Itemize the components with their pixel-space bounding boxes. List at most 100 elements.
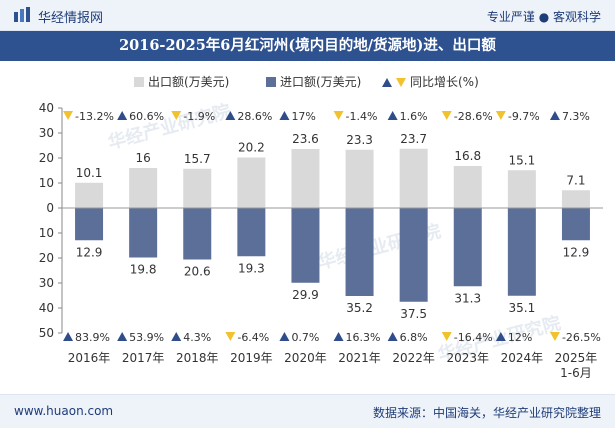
import-growth-up-icon-2 — [171, 332, 182, 341]
import-bar-9 — [561, 208, 590, 241]
legend-growth-up-icon — [382, 78, 392, 87]
y-tick-label-9: 50 — [39, 326, 54, 340]
legend-import-label: 进口额(万美元) — [280, 75, 361, 89]
y-tick-label-5: 10 — [39, 226, 54, 240]
export-value-label-7: 16.8 — [454, 149, 481, 163]
y-tick-label-7: 30 — [39, 276, 54, 290]
x-tick-label-4: 2020年 — [284, 351, 327, 365]
export-growth-label-5: -1.4% — [346, 110, 378, 123]
export-growth-label-4: 17% — [291, 110, 315, 123]
import-growth-label-4: 0.7% — [291, 331, 319, 344]
import-growth-label-1: 53.9% — [129, 331, 164, 344]
x-tick-label-8: 2024年 — [501, 351, 544, 365]
legend-export-label: 出口额(万美元) — [148, 75, 229, 89]
export-value-label-1: 16 — [136, 151, 151, 165]
x-tick-label-1: 2017年 — [122, 351, 165, 365]
legend-growth-label: 同比增长(%) — [410, 75, 479, 89]
import-growth-label-3: -6.4% — [237, 331, 269, 344]
import-growth-label-5: 16.3% — [346, 331, 381, 344]
export-value-label-5: 23.3 — [346, 133, 373, 147]
x-tick-label-0: 2016年 — [68, 351, 111, 365]
import-bar-2 — [183, 208, 212, 260]
x-tick-label-6: 2022年 — [392, 351, 435, 365]
export-growth-down-icon-0 — [63, 111, 74, 120]
import-value-label-1: 19.8 — [130, 263, 157, 277]
legend-import-swatch — [266, 77, 276, 87]
import-bar-5 — [345, 208, 374, 296]
legend-growth-down-icon — [396, 78, 406, 87]
import-growth-up-icon-1 — [117, 332, 128, 341]
export-bar-0 — [75, 182, 104, 208]
import-value-label-2: 20.6 — [184, 265, 211, 279]
footer-bar: www.huaon.com 数据来源：中国海关，华经产业研究院整理 — [0, 394, 615, 428]
import-bar-7 — [453, 208, 482, 287]
import-value-label-0: 12.9 — [76, 245, 103, 259]
import-growth-up-icon-5 — [333, 332, 344, 341]
x-tick-label-9: 2025年 — [555, 351, 598, 365]
export-growth-up-icon-4 — [279, 111, 290, 120]
export-growth-up-icon-1 — [117, 111, 128, 120]
import-bar-0 — [75, 208, 104, 241]
export-growth-label-6: 1.6% — [400, 110, 428, 123]
import-bar-6 — [399, 208, 428, 302]
import-growth-label-6: 6.8% — [400, 331, 428, 344]
import-growth-label-8: 12% — [508, 331, 532, 344]
import-bar-8 — [507, 208, 536, 296]
import-growth-up-icon-4 — [279, 332, 290, 341]
y-tick-label-3: 10 — [39, 176, 54, 190]
y-tick-label-4: 0 — [46, 201, 54, 215]
import-value-label-4: 29.9 — [292, 288, 319, 302]
brand-name: 华经情报网 — [38, 11, 104, 26]
x-tick-label-7: 2023年 — [446, 351, 489, 365]
export-value-label-3: 20.2 — [238, 141, 265, 155]
export-growth-label-3: 28.6% — [237, 110, 272, 123]
import-bar-4 — [291, 208, 320, 283]
export-growth-label-7: -28.6% — [454, 110, 493, 123]
export-growth-up-icon-6 — [387, 111, 398, 120]
import-growth-down-icon-9 — [549, 332, 560, 341]
legend-export-swatch — [134, 77, 144, 87]
export-growth-up-icon-9 — [549, 111, 560, 120]
watermark-0: 华经产业研究院 — [106, 100, 233, 154]
logo-icon — [14, 7, 30, 22]
export-value-label-0: 10.1 — [76, 166, 103, 180]
y-tick-label-1: 30 — [39, 126, 54, 140]
export-growth-down-icon-7 — [441, 111, 452, 120]
import-growth-up-icon-8 — [495, 332, 506, 341]
import-growth-label-0: 83.9% — [75, 331, 110, 344]
import-bar-3 — [237, 208, 266, 257]
export-bar-8 — [507, 170, 536, 208]
export-bar-2 — [183, 168, 212, 208]
export-growth-down-icon-8 — [495, 111, 506, 120]
export-growth-down-icon-5 — [333, 111, 344, 120]
import-value-label-7: 31.3 — [454, 291, 481, 305]
x-tick-label-5: 2021年 — [338, 351, 381, 365]
import-growth-down-icon-3 — [225, 332, 236, 341]
import-growth-up-icon-0 — [63, 332, 74, 341]
export-value-label-6: 23.7 — [400, 132, 427, 146]
export-bar-6 — [399, 148, 428, 208]
export-bar-7 — [453, 166, 482, 208]
import-growth-label-7: -16.4% — [454, 331, 493, 344]
site-url: www.huaon.com — [14, 404, 114, 418]
import-growth-down-icon-7 — [441, 332, 452, 341]
export-bar-5 — [345, 149, 374, 208]
import-bar-1 — [129, 208, 158, 258]
import-value-label-3: 19.3 — [238, 261, 265, 275]
import-growth-label-2: 4.3% — [183, 331, 211, 344]
export-value-label-2: 15.7 — [184, 152, 211, 166]
import-value-label-6: 37.5 — [400, 307, 427, 321]
x-tick-label-9-line2: 1-6月 — [560, 366, 592, 380]
y-tick-label-0: 40 — [39, 101, 54, 115]
export-bar-9 — [561, 190, 590, 208]
export-value-label-4: 23.6 — [292, 132, 319, 146]
x-tick-label-2: 2018年 — [176, 351, 219, 365]
y-tick-label-2: 20 — [39, 151, 54, 165]
export-growth-up-icon-3 — [225, 111, 236, 120]
y-tick-label-8: 40 — [39, 301, 54, 315]
export-growth-label-1: 60.6% — [129, 110, 164, 123]
chart-title: 2016-2025年6月红河州(境内目的地/货源地)进、出口额 — [0, 31, 615, 61]
import-value-label-9: 12.9 — [563, 245, 590, 259]
export-growth-down-icon-2 — [171, 111, 182, 120]
